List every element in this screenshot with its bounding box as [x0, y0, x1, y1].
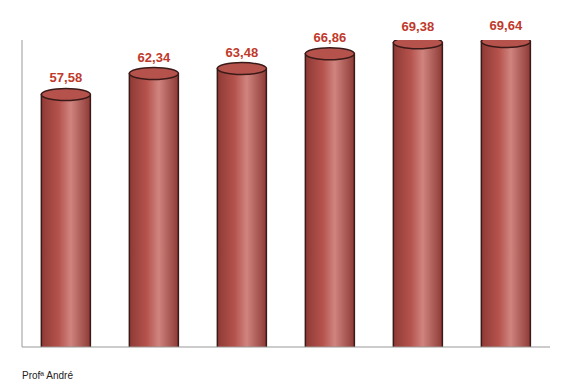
svg-text:69,38: 69,38	[402, 19, 435, 34]
svg-text:63,48: 63,48	[226, 45, 259, 60]
html-text:Profª André: Profª André	[22, 370, 73, 381]
svg-text:57,58: 57,58	[50, 70, 83, 85]
svg-text:66,86: 66,86	[314, 30, 347, 45]
svg-text:69,64: 69,64	[490, 18, 523, 33]
svg-text:62,34: 62,34	[138, 50, 171, 65]
